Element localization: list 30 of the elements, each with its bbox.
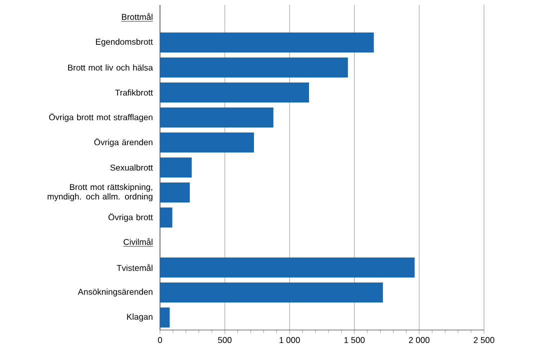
y-tick-label: Brott mot rättskipning, myndigh. och allm. ordning bbox=[48, 184, 152, 202]
y-tick-label: Brott mot liv och hälsa bbox=[68, 64, 153, 71]
x-tick-label: 2 500 bbox=[474, 337, 494, 344]
bar bbox=[160, 108, 274, 128]
x-tick-label: 2 000 bbox=[408, 337, 430, 344]
bar bbox=[160, 308, 170, 328]
bar bbox=[160, 182, 190, 203]
x-tick-label: 500 bbox=[218, 337, 232, 344]
y-tick-label: Civilmål bbox=[124, 238, 152, 245]
x-tick-label: 1 500 bbox=[344, 337, 365, 344]
x-tick-label: 0 bbox=[158, 337, 162, 344]
y-tick-label: Brottmål bbox=[122, 13, 152, 20]
bar bbox=[160, 82, 310, 103]
bar bbox=[160, 258, 415, 278]
y-tick-label: Trafikbrott bbox=[115, 89, 153, 96]
bar bbox=[160, 208, 172, 228]
y-tick-label: Övriga brott bbox=[108, 213, 153, 222]
bar bbox=[160, 282, 383, 303]
y-tick-label: Klagan bbox=[127, 314, 152, 322]
y-tick-label: Övriga ärenden bbox=[94, 138, 152, 147]
bar bbox=[160, 32, 374, 52]
y-tick-label: Ansökningsärenden bbox=[78, 288, 152, 296]
x-tick-label: 1 000 bbox=[280, 337, 300, 344]
y-tick-label: Egendomsbrott bbox=[96, 38, 153, 46]
y-tick-label: Sexualbrott bbox=[110, 164, 153, 171]
y-tick-label: Tvistemål bbox=[116, 264, 152, 271]
bar bbox=[160, 132, 254, 153]
bar bbox=[160, 58, 348, 78]
y-tick-label: Övriga brott mot strafflagen bbox=[49, 113, 152, 122]
bar bbox=[160, 158, 192, 178]
